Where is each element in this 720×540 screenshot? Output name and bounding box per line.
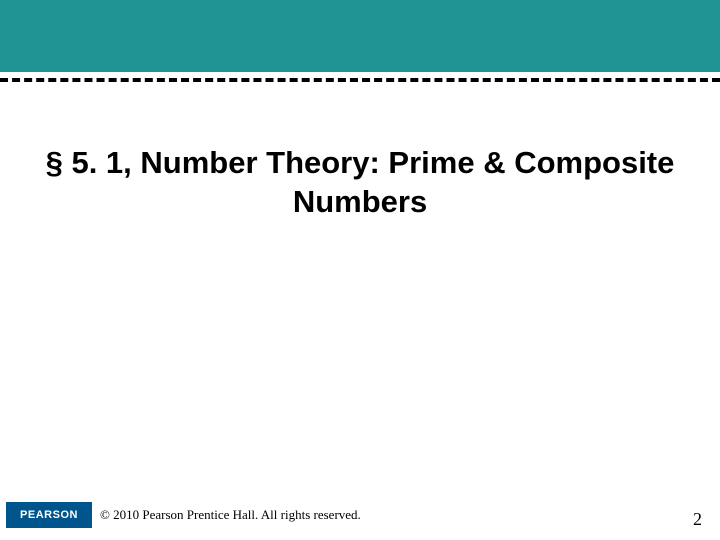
pearson-logo: PEARSON — [6, 502, 92, 528]
footer: PEARSON © 2010 Pearson Prentice Hall. Al… — [0, 498, 720, 532]
copyright-text: © 2010 Pearson Prentice Hall. All rights… — [100, 507, 361, 523]
header-bar — [0, 0, 720, 72]
page-number: 2 — [693, 509, 702, 530]
dashed-divider — [0, 78, 720, 82]
slide-title: § 5. 1, Number Theory: Prime & Composite… — [0, 144, 720, 222]
